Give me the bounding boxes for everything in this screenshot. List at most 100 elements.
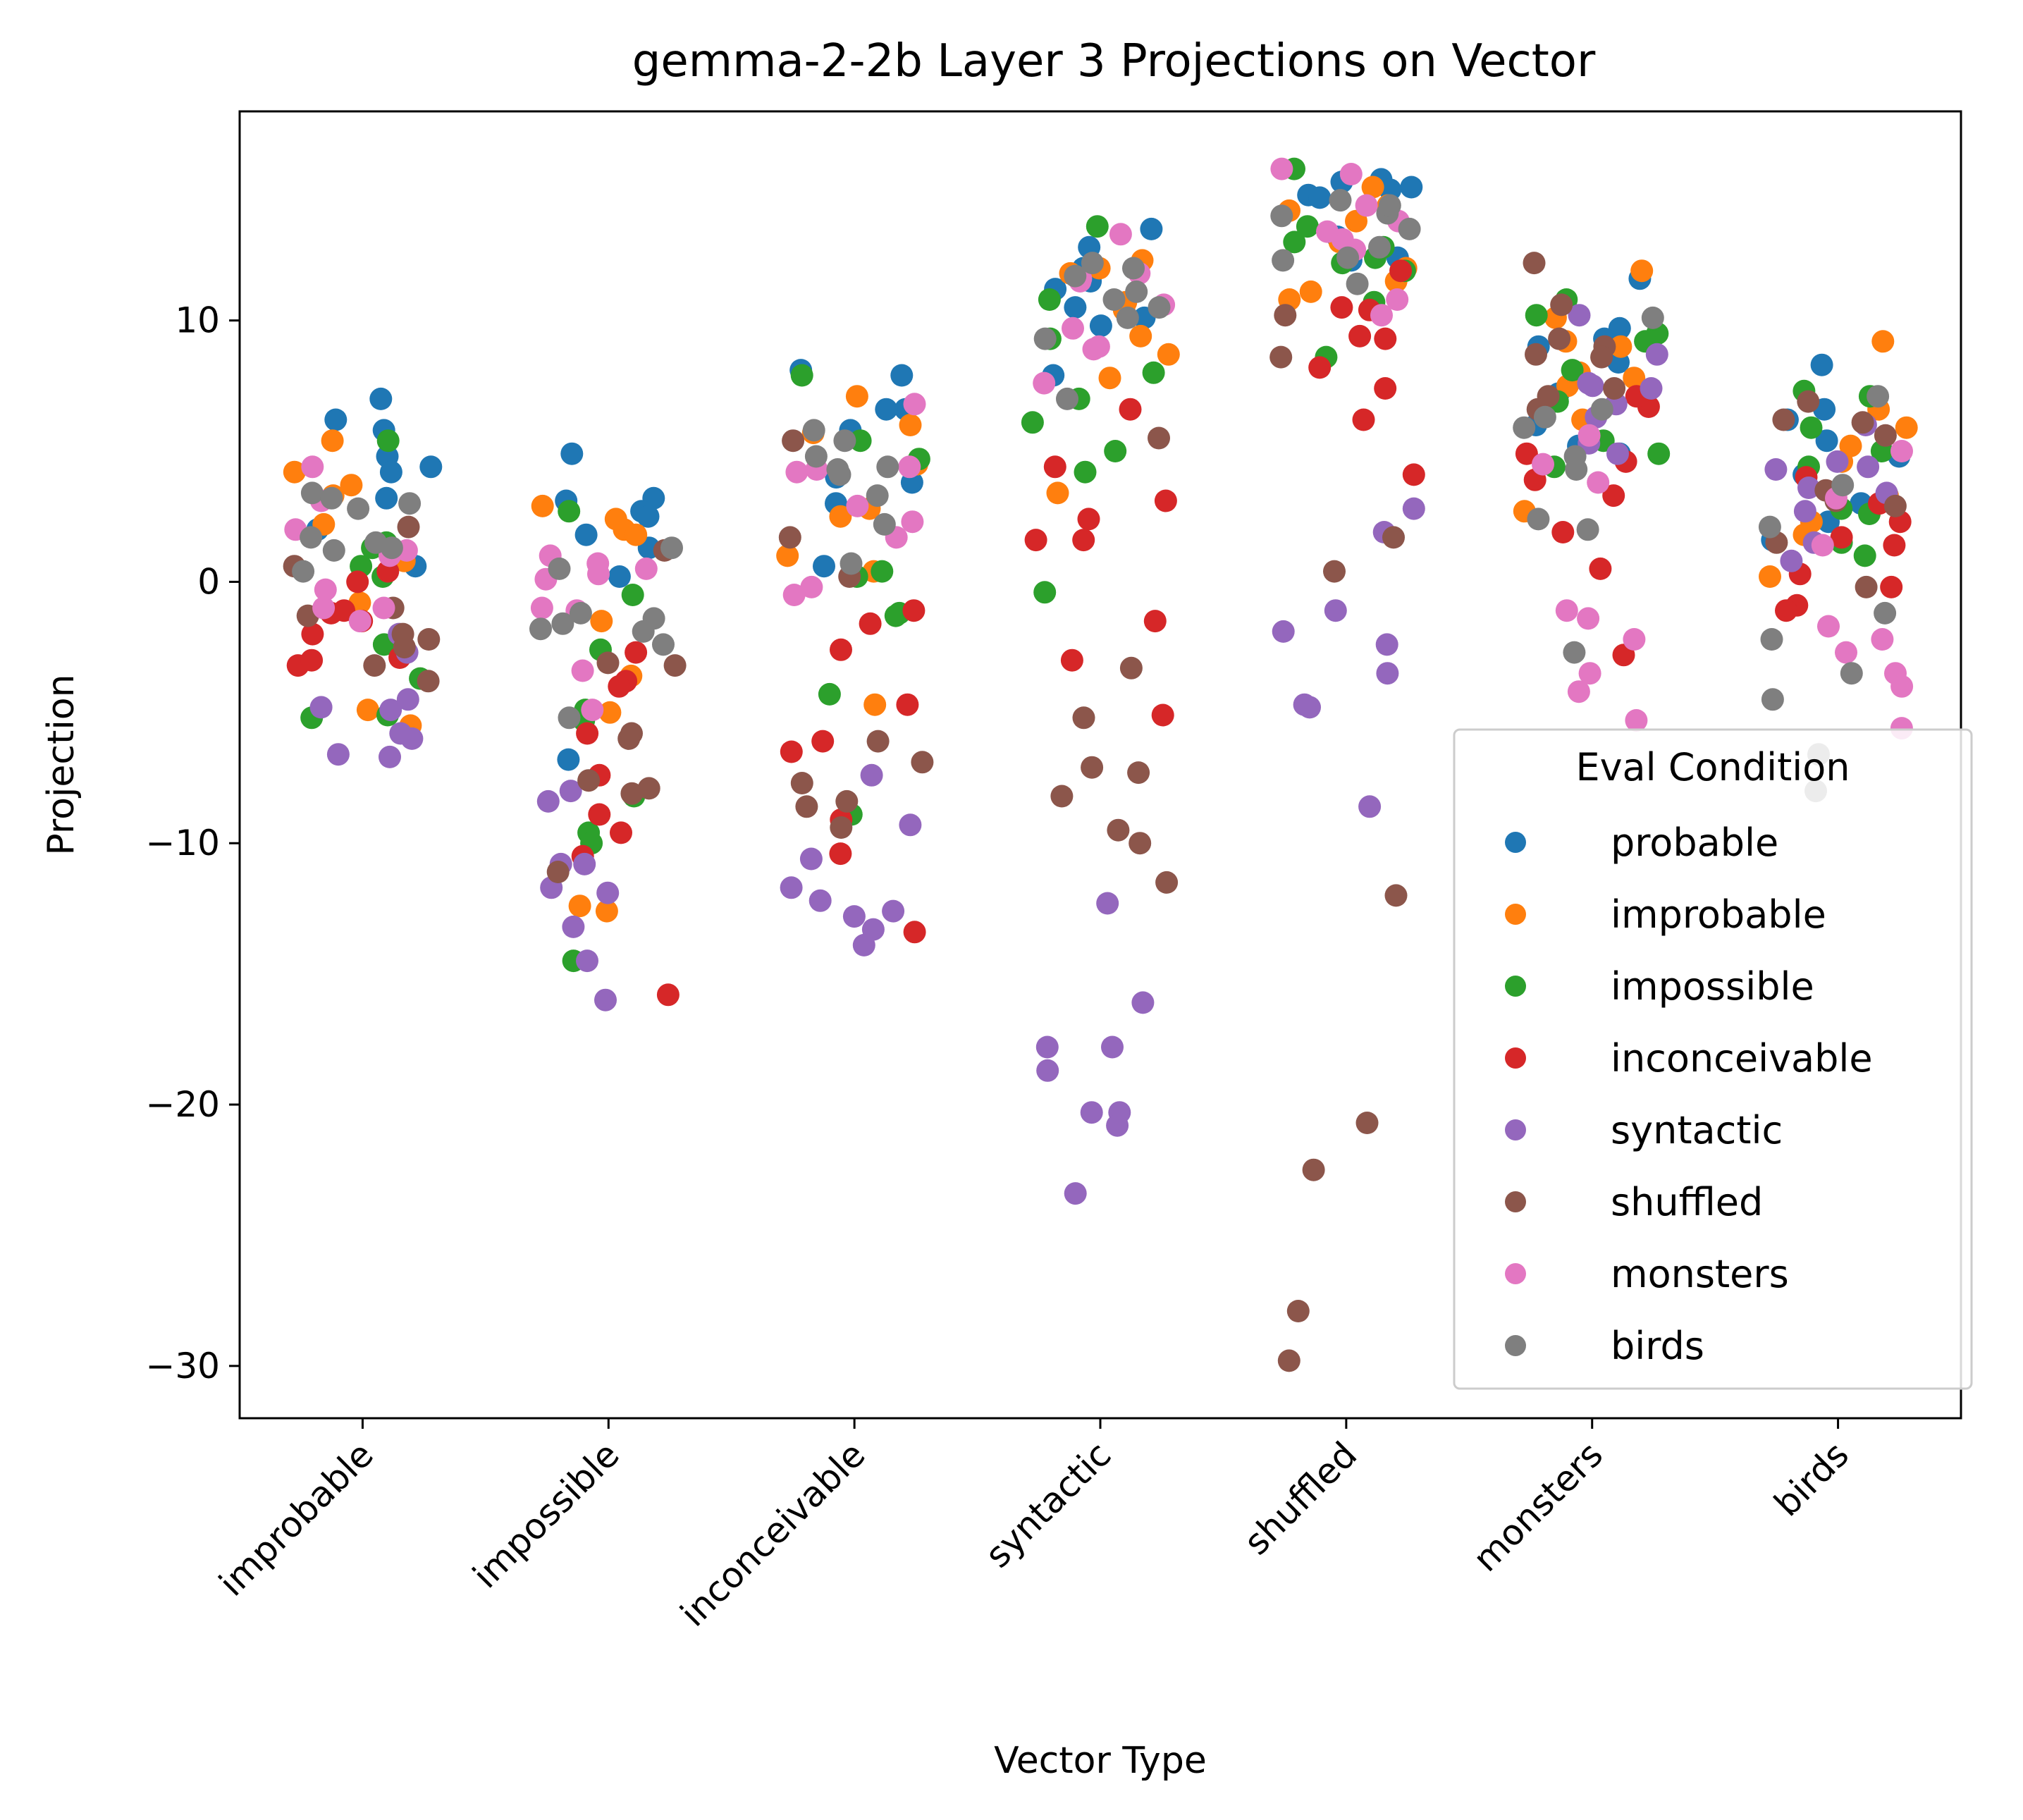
point-impossible [1104,440,1127,462]
legend-label-birds: birds [1611,1324,1704,1368]
legend-marker-monsters [1505,1263,1526,1284]
point-monsters [1355,194,1378,217]
point-syntactic [1358,795,1382,818]
point-inconceivable [829,842,852,866]
point-syntactic [1035,1035,1059,1059]
point-inconceivable [608,675,631,698]
point-shuffled [1274,304,1297,327]
point-improbable [1895,416,1918,439]
point-inconceivable [1883,534,1906,557]
point-syntactic [899,813,922,837]
point-impossible [558,500,581,523]
point-improbable [1129,324,1152,348]
point-inconceivable [1830,526,1853,549]
point-improbable [1609,335,1632,358]
point-shuffled [397,515,420,539]
point-shuffled [1797,390,1820,413]
point-shuffled [866,730,890,753]
point-probable [560,442,584,465]
point-syntactic [1036,1059,1059,1082]
point-inconceivable [902,599,926,622]
point-shuffled [596,651,620,675]
point-shuffled [620,782,644,805]
point-syntactic [799,847,823,871]
point-monsters [1033,371,1056,395]
point-birds [1081,252,1104,275]
point-probable [1089,314,1112,338]
point-monsters [1339,163,1363,185]
point-syntactic [1640,377,1663,400]
point-birds [802,419,825,442]
point-monsters [1578,662,1601,685]
point-birds [300,481,324,505]
point-monsters [1577,607,1600,630]
legend-marker-probable [1505,832,1526,853]
point-syntactic [1272,620,1295,643]
point-syntactic [1857,455,1880,479]
point-shuffled [620,722,643,745]
point-birds [569,601,592,625]
legend-marker-impossible [1505,976,1526,997]
legend-items: probable improbable impossible inconceivabl… [1505,820,1873,1368]
point-probable [557,748,580,771]
point-syntactic [1568,304,1591,327]
point-impossible [871,560,894,583]
legend-label-improbable: improbable [1611,892,1826,937]
point-inconceivable [1775,599,1797,622]
point-inconceivable [300,648,324,672]
y-tick-label: −20 [145,1084,220,1125]
point-probable [1140,217,1163,240]
point-inconceivable [1589,557,1612,580]
point-shuffled [1355,1112,1379,1134]
point-inconceivable [333,599,356,622]
point-syntactic [573,852,596,875]
point-syntactic [559,780,582,803]
point-syntactic [1106,1114,1129,1137]
point-shuffled [1323,560,1346,583]
point-shuffled [1384,884,1408,907]
point-inconceivable [1402,463,1425,486]
point-birds [1590,398,1613,421]
point-improbable [899,414,922,436]
point-syntactic [842,905,866,928]
point-monsters [782,584,806,606]
point-improbable [340,474,363,497]
point-syntactic [1826,450,1849,473]
point-birds [1064,264,1087,288]
legend-label-shuffled: shuffled [1611,1180,1763,1224]
point-syntactic [882,899,905,923]
point-birds [558,706,581,730]
point-syntactic [389,722,412,745]
point-inconceivable [1352,408,1375,431]
point-shuffled [1148,426,1170,450]
y-axis-label: Projection [40,674,82,855]
y-tick-label: 0 [197,561,220,602]
point-shuffled [778,526,801,549]
point-monsters [372,596,395,620]
point-birds [1336,246,1360,269]
point-improbable [283,460,306,484]
point-monsters [634,557,658,580]
point-inconceivable [1308,356,1332,379]
point-inconceivable [1374,327,1397,350]
point-shuffled [637,777,660,800]
point-impossible [1561,359,1584,382]
point-impossible [1525,304,1548,327]
point-birds [652,633,675,656]
point-birds [548,557,571,580]
point-inconceivable [896,693,919,716]
point-inconceivable [656,983,680,1007]
point-shuffled [1072,706,1095,730]
point-birds [551,612,574,635]
point-syntactic [562,915,585,938]
point-inconceivable [903,921,926,944]
point-inconceivable [576,722,599,745]
point-inconceivable [1348,324,1372,348]
point-probable [324,408,348,431]
point-shuffled [1286,1300,1310,1322]
point-inconceivable [1024,529,1047,552]
point-shuffled [1382,526,1405,549]
point-shuffled [1548,327,1571,350]
point-probable [1815,429,1838,453]
legend-marker-inconceivable [1505,1047,1526,1069]
